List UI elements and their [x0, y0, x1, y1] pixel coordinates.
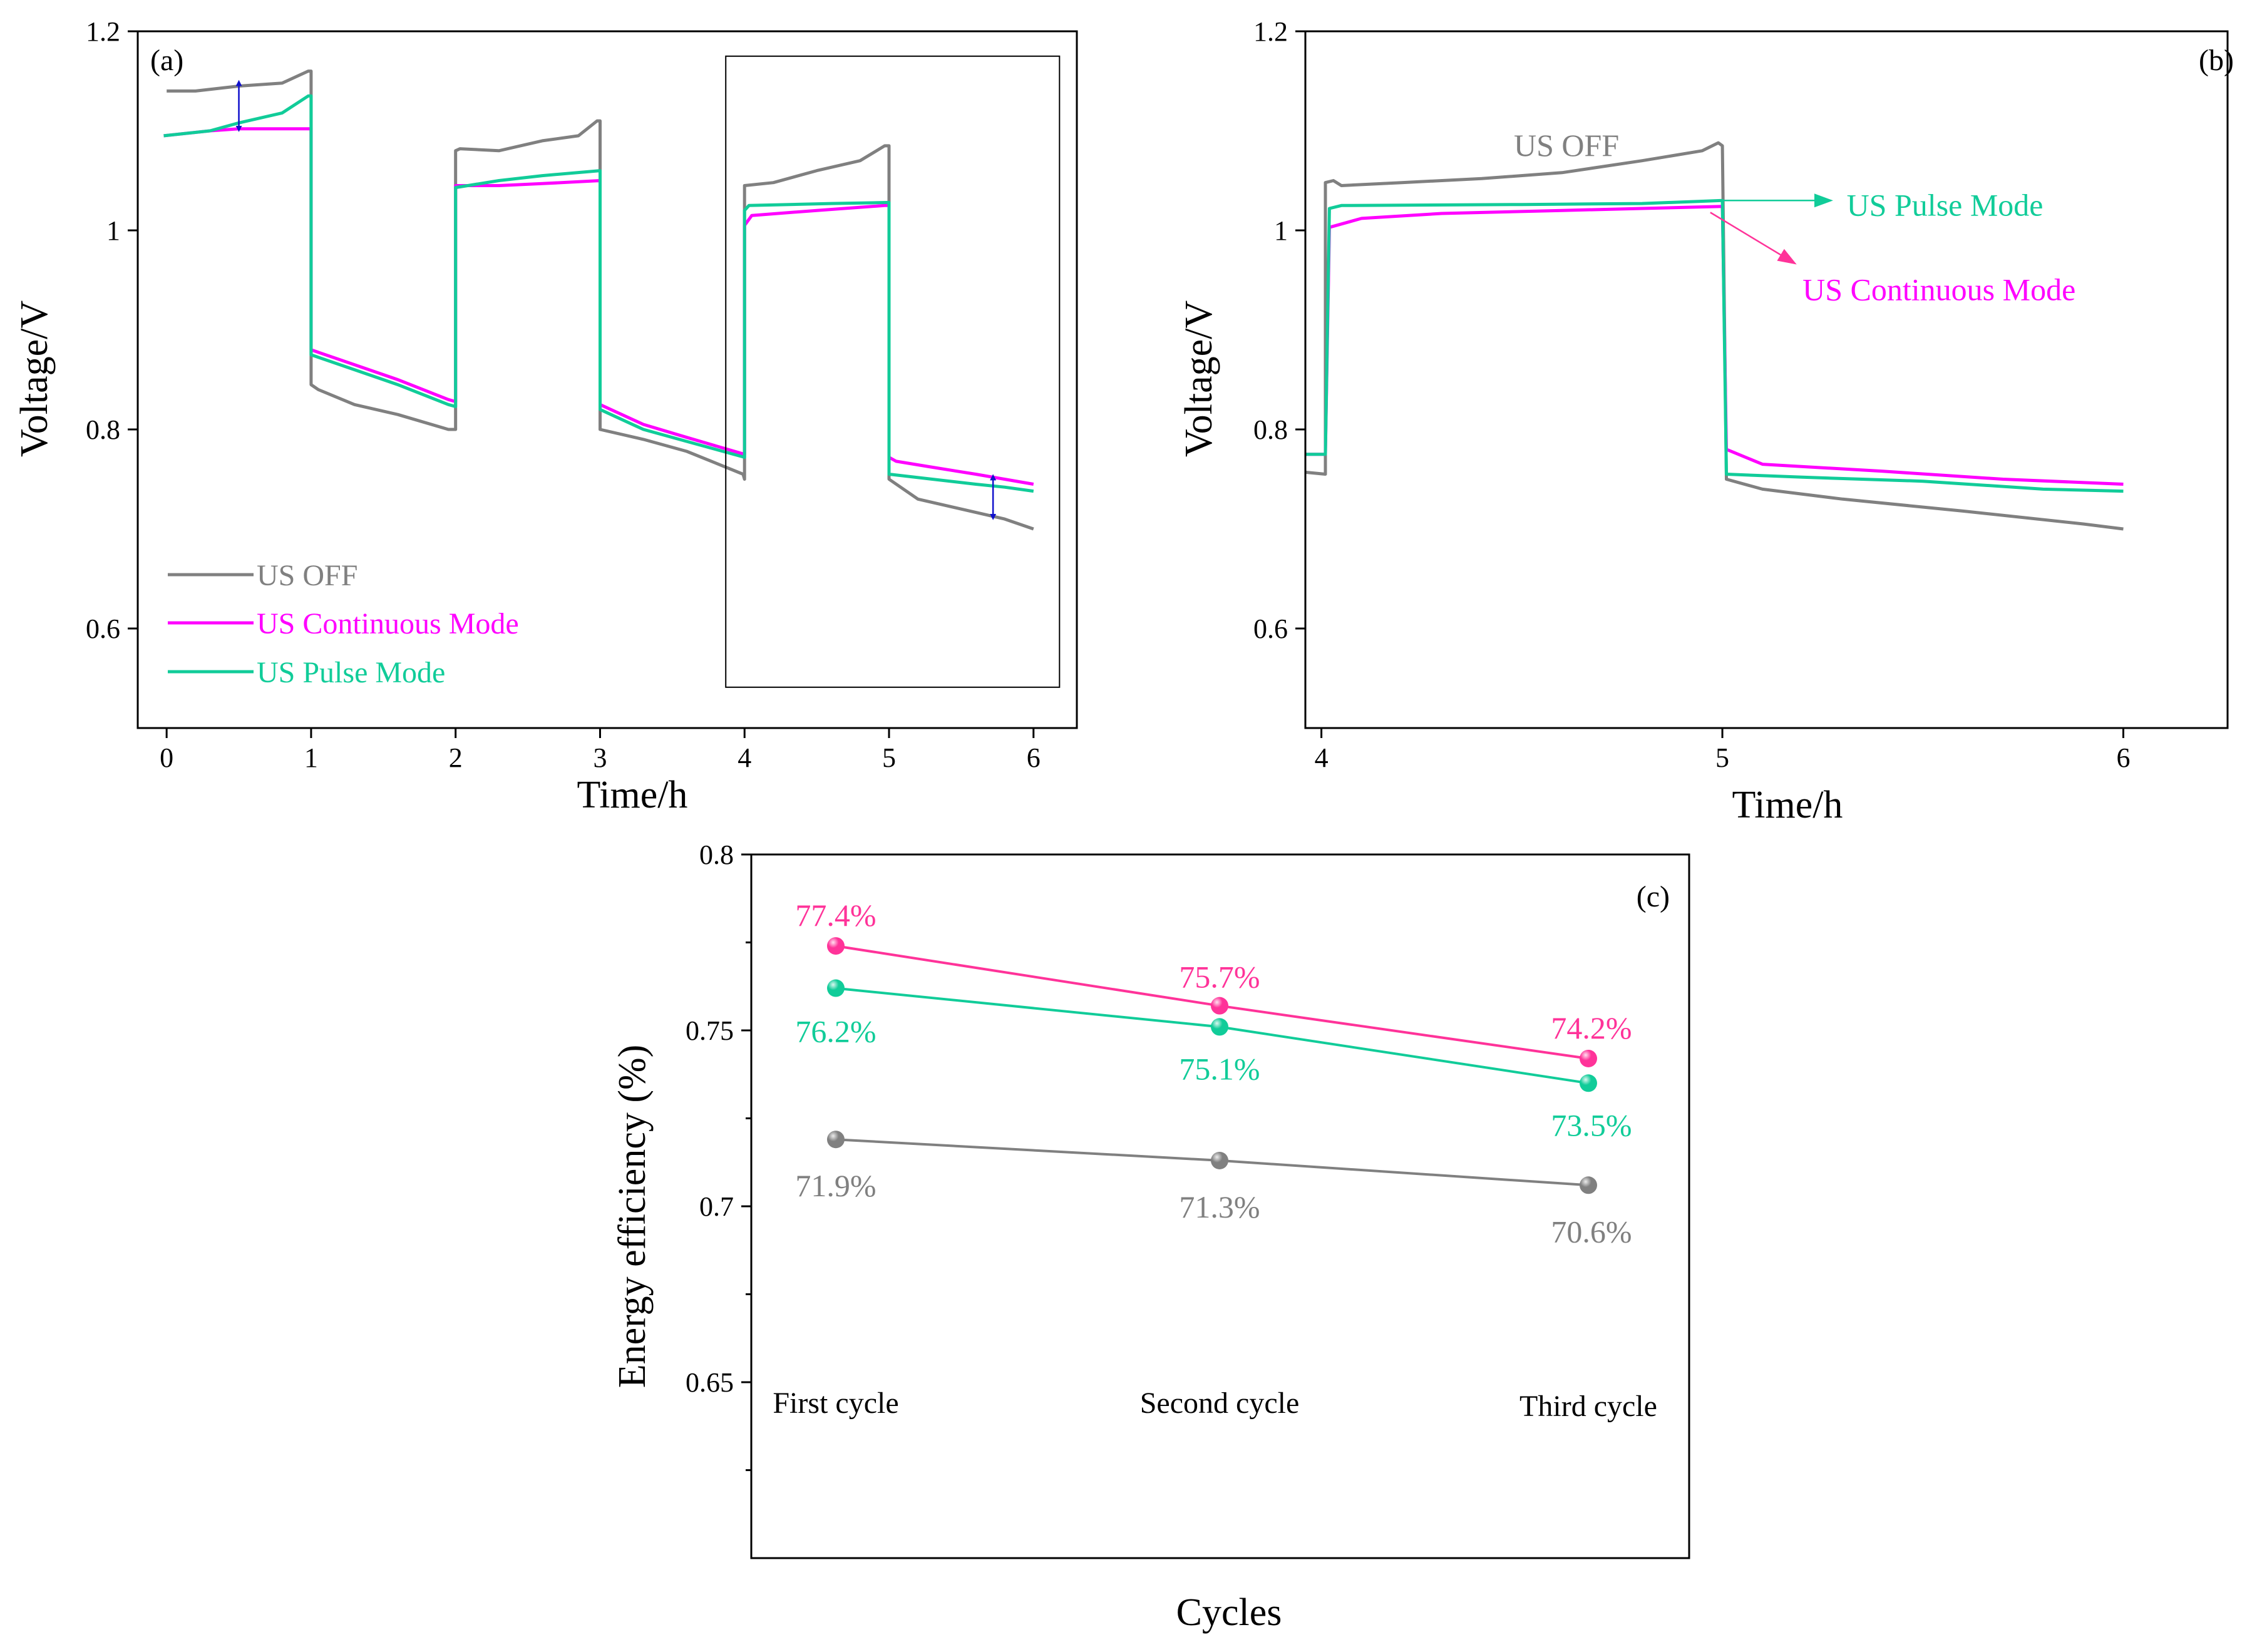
c-data-point-highlight	[827, 979, 845, 997]
c-data-point-highlight	[1211, 1018, 1228, 1036]
c-data-label: 75.1%	[1179, 1051, 1260, 1086]
c-data-point-highlight	[1580, 1176, 1597, 1194]
x-axis-label-c: Cycles	[1176, 1591, 1282, 1634]
a-series-pulse	[163, 94, 1034, 493]
b-y-tick-label: 1.2	[1253, 16, 1288, 47]
panel-label-c: (c)	[1637, 880, 1670, 913]
panel-a: 0 1 2 3 4 5 6 0.6 0.8 1 1.2 (a) Time/h Voltage/V U…	[13, 16, 1078, 816]
c-data-label: 71.3%	[1179, 1189, 1260, 1224]
a-x-tick-label: 6	[1027, 742, 1041, 773]
a-x-tick-label: 5	[882, 742, 896, 773]
a-x-tick-label: 1	[304, 742, 318, 773]
b-x-tick-label: 4	[1315, 742, 1329, 773]
legend-label-continuous: US Continuous Mode	[257, 607, 519, 640]
b-x-tick-label: 5	[1715, 742, 1729, 773]
b-series-continuous	[1305, 205, 2124, 486]
x-axis-label-b: Time/h	[1732, 784, 1843, 826]
c-data-label: 73.5%	[1551, 1107, 1632, 1142]
b-annotation-label: US OFF	[1514, 128, 1619, 163]
y-axis-label-c: Energy efficiency (%)	[611, 1045, 654, 1388]
a-y-tick-label: 0.6	[86, 613, 120, 644]
y-axis-label-a: Voltage/V	[13, 300, 56, 457]
b-series-us-off	[1305, 141, 2124, 531]
a-x-tick-label: 3	[593, 742, 607, 773]
x-axis-label-a: Time/h	[577, 774, 688, 816]
b-annotation-label: US Continuous Mode	[1802, 272, 2075, 307]
c-category-label: Second cycle	[1140, 1387, 1300, 1420]
a-x-tick-label: 4	[738, 742, 751, 773]
c-data-point-highlight	[1580, 1049, 1597, 1067]
c-data-point-highlight	[1211, 1151, 1228, 1169]
c-data-point-highlight	[827, 1131, 845, 1149]
c-data-label: 77.4%	[795, 898, 876, 933]
c-data-point-highlight	[1580, 1074, 1597, 1092]
c-y-tick-label: 0.75	[686, 1015, 734, 1046]
c-data-label: 71.9%	[795, 1168, 876, 1203]
a-x-tick-label: 0	[160, 742, 173, 773]
b-annotation-arrow	[1710, 212, 1797, 265]
legend-label-us-off: US OFF	[257, 559, 357, 592]
panel-c: 0.65 0.7 0.75 0.8 First cycle Second cycle Thi…	[611, 839, 1690, 1634]
b-x-tick-label: 6	[2116, 742, 2130, 773]
a-y-tick-label: 1	[106, 215, 120, 246]
c-data-point-highlight	[827, 937, 845, 955]
legend-label-pulse: US Pulse Mode	[257, 656, 445, 689]
c-y-tick-label: 0.65	[686, 1367, 734, 1398]
y-axis-label-b: Voltage/V	[1178, 300, 1220, 457]
c-y-tick-label: 0.8	[699, 839, 734, 870]
b-y-tick-label: 0.6	[1253, 613, 1288, 644]
b-annotation-label: US Pulse Mode	[1847, 187, 2044, 222]
b-y-tick-label: 0.8	[1253, 414, 1288, 445]
legend-a: US OFF US Continuous Mode US Pulse Mode	[168, 559, 519, 689]
c-data-label: 75.7%	[1179, 960, 1260, 995]
plot-frame-b	[1304, 30, 2229, 729]
plot-frame-a	[136, 30, 1078, 729]
plot-frame-c	[750, 853, 1690, 1559]
c-category-label: Third cycle	[1519, 1390, 1657, 1423]
a-x-tick-label: 2	[449, 742, 463, 773]
c-data-label: 76.2%	[795, 1014, 876, 1049]
c-data-point-highlight	[1211, 997, 1228, 1015]
c-data-label: 74.2%	[1551, 1010, 1632, 1045]
c-data-label: 70.6%	[1551, 1214, 1632, 1249]
b-series-pulse	[1305, 198, 2124, 493]
b-y-tick-label: 1	[1274, 215, 1288, 246]
panel-label-a: (a)	[150, 44, 183, 77]
zoom-highlight-box	[725, 55, 1061, 688]
panel-b: 4 5 6 0.6 0.8 1 1.2 US OFF US Pulse Mode US Cont…	[1178, 16, 2234, 826]
c-y-tick-label: 0.7	[699, 1191, 734, 1222]
a-y-tick-label: 0.8	[86, 414, 120, 445]
panel-label-b: (b)	[2199, 44, 2234, 77]
c-category-label: First cycle	[773, 1387, 898, 1420]
a-y-tick-label: 1.2	[86, 16, 120, 47]
